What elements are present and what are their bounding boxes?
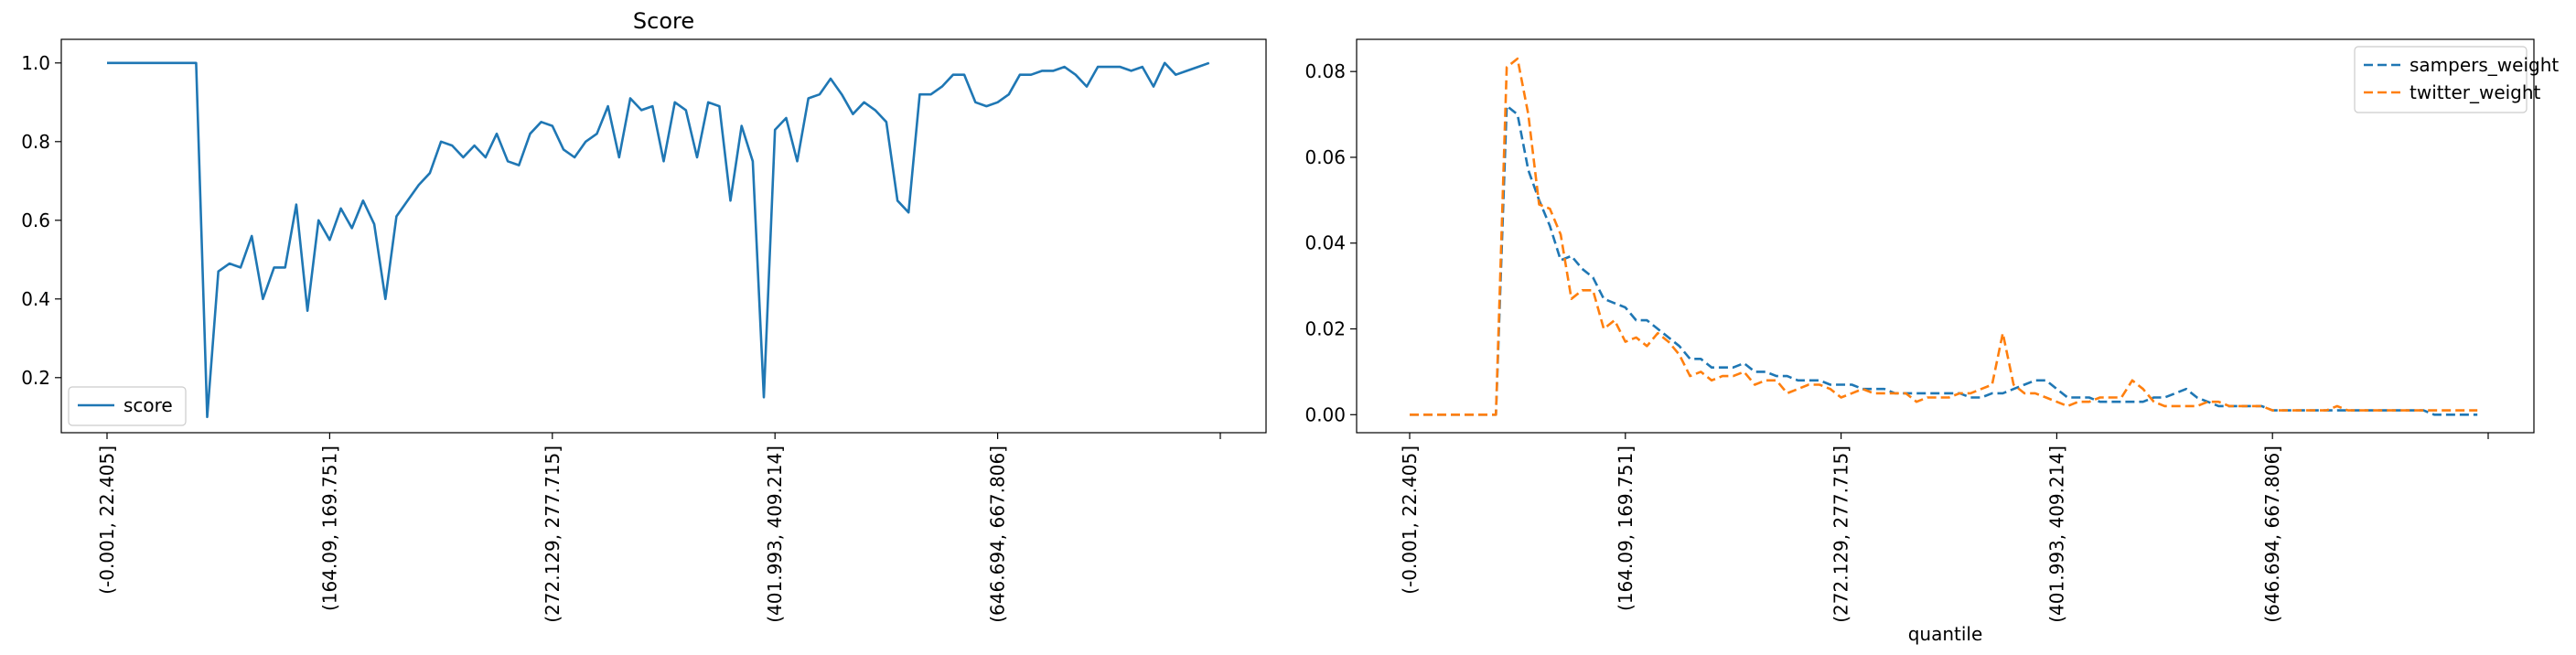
x-tick-label: (-0.001, 22.405]	[96, 446, 118, 595]
y-tick-label: 1.0	[21, 52, 50, 74]
y-tick-label: 0.08	[1304, 60, 1346, 82]
legend: sampers_weight twitter_weight	[2354, 46, 2559, 113]
legend-box	[2354, 46, 2528, 113]
x-tick-label: (-0.001, 22.405]	[1399, 446, 1421, 595]
plot-frame	[1356, 38, 2535, 434]
chart-title: Score	[633, 8, 694, 34]
y-tick-label: 0.8	[21, 131, 50, 153]
y-tick-label: 0.04	[1304, 232, 1346, 254]
chart-panel-1: Score 0.2 0.4 0.6 0.8 1.0 (-0.001, 22.405] (164…	[21, 8, 1267, 623]
x-tick-label: (401.993, 409.214]	[2045, 446, 2067, 623]
x-tick-label: (401.993, 409.214]	[764, 446, 786, 623]
x-tick-label: (646.694, 667.806]	[2261, 446, 2283, 623]
y-tick-label: 0.06	[1304, 146, 1346, 168]
y-tick-label: 0.4	[21, 288, 50, 310]
x-tick-label: (272.129, 277.715]	[542, 446, 564, 623]
legend-label: score	[123, 394, 173, 416]
x-tick-label: (272.129, 277.715]	[1830, 446, 1852, 623]
x-tick-label: (646.694, 667.806]	[987, 446, 1009, 623]
y-tick-label: 0.02	[1304, 318, 1346, 340]
plot-frame	[60, 38, 1267, 434]
legend-label: twitter_weight	[2410, 81, 2541, 103]
y-tick-label: 0.2	[21, 367, 50, 389]
series-line-score	[107, 61, 1210, 419]
y-tick-label: 0.6	[21, 209, 50, 231]
x-tick-label: (164.09, 169.751]	[1615, 446, 1637, 611]
series-line-twitter_weight	[1410, 57, 2478, 416]
legend: score	[68, 386, 187, 426]
legend-box	[68, 386, 187, 426]
chart-panel-2: 0.00 0.02 0.04 0.06 0.08 (-0.001, 22.405] (164…	[1304, 38, 2559, 645]
x-axis-title: quantile	[1908, 623, 1983, 645]
y-tick-label: 0.00	[1304, 403, 1346, 425]
legend-label: sampers_weight	[2410, 54, 2559, 76]
series-line-sampers_weight	[1410, 104, 2478, 416]
x-tick-label: (164.09, 169.751]	[318, 446, 340, 611]
